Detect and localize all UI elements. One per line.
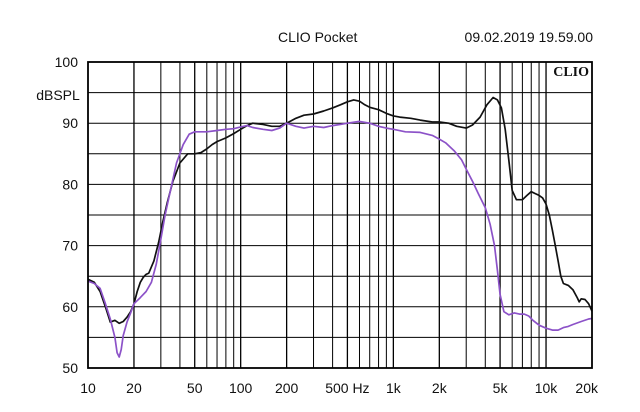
x-tick-labels: 10 20 50 100 200 500 Hz 1k 2k 5k 10k 20k [80, 380, 599, 396]
response-line-black [87, 96, 593, 325]
x-tick-label: 100 [229, 380, 253, 396]
x-tick-label: 5k [493, 380, 509, 396]
chart-grid [88, 62, 592, 368]
x-tick-label: 1k [386, 380, 402, 396]
logo-background [548, 63, 591, 80]
y-tick-label: 80 [62, 176, 78, 192]
timestamp: 09.02.2019 19.59.00 [465, 29, 594, 45]
plot-frame [87, 61, 593, 369]
x-tick-label: 10k [535, 380, 559, 396]
response-line-purple [87, 120, 593, 358]
y-tick-label: 60 [62, 299, 78, 315]
app-title: CLIO Pocket [278, 29, 357, 45]
clio-logo: CLIO [553, 65, 589, 80]
x-tick-label: 2k [432, 380, 448, 396]
chart-series [87, 96, 593, 358]
y-tick-labels: 50 60 70 80 90 100 [55, 54, 79, 376]
y-tick-label: 90 [62, 115, 78, 131]
x-tick-label: 500 Hz [325, 380, 369, 396]
x-tick-label: 20 [126, 380, 142, 396]
y-axis-label: dBSPL [36, 87, 80, 103]
x-tick-label: 20k [575, 380, 599, 396]
x-tick-label: 10 [80, 380, 96, 396]
y-tick-label: 50 [62, 360, 78, 376]
x-tick-label: 200 [275, 380, 299, 396]
y-tick-label: 100 [55, 54, 79, 70]
x-tick-label: 50 [187, 380, 203, 396]
y-tick-label: 70 [62, 238, 78, 254]
